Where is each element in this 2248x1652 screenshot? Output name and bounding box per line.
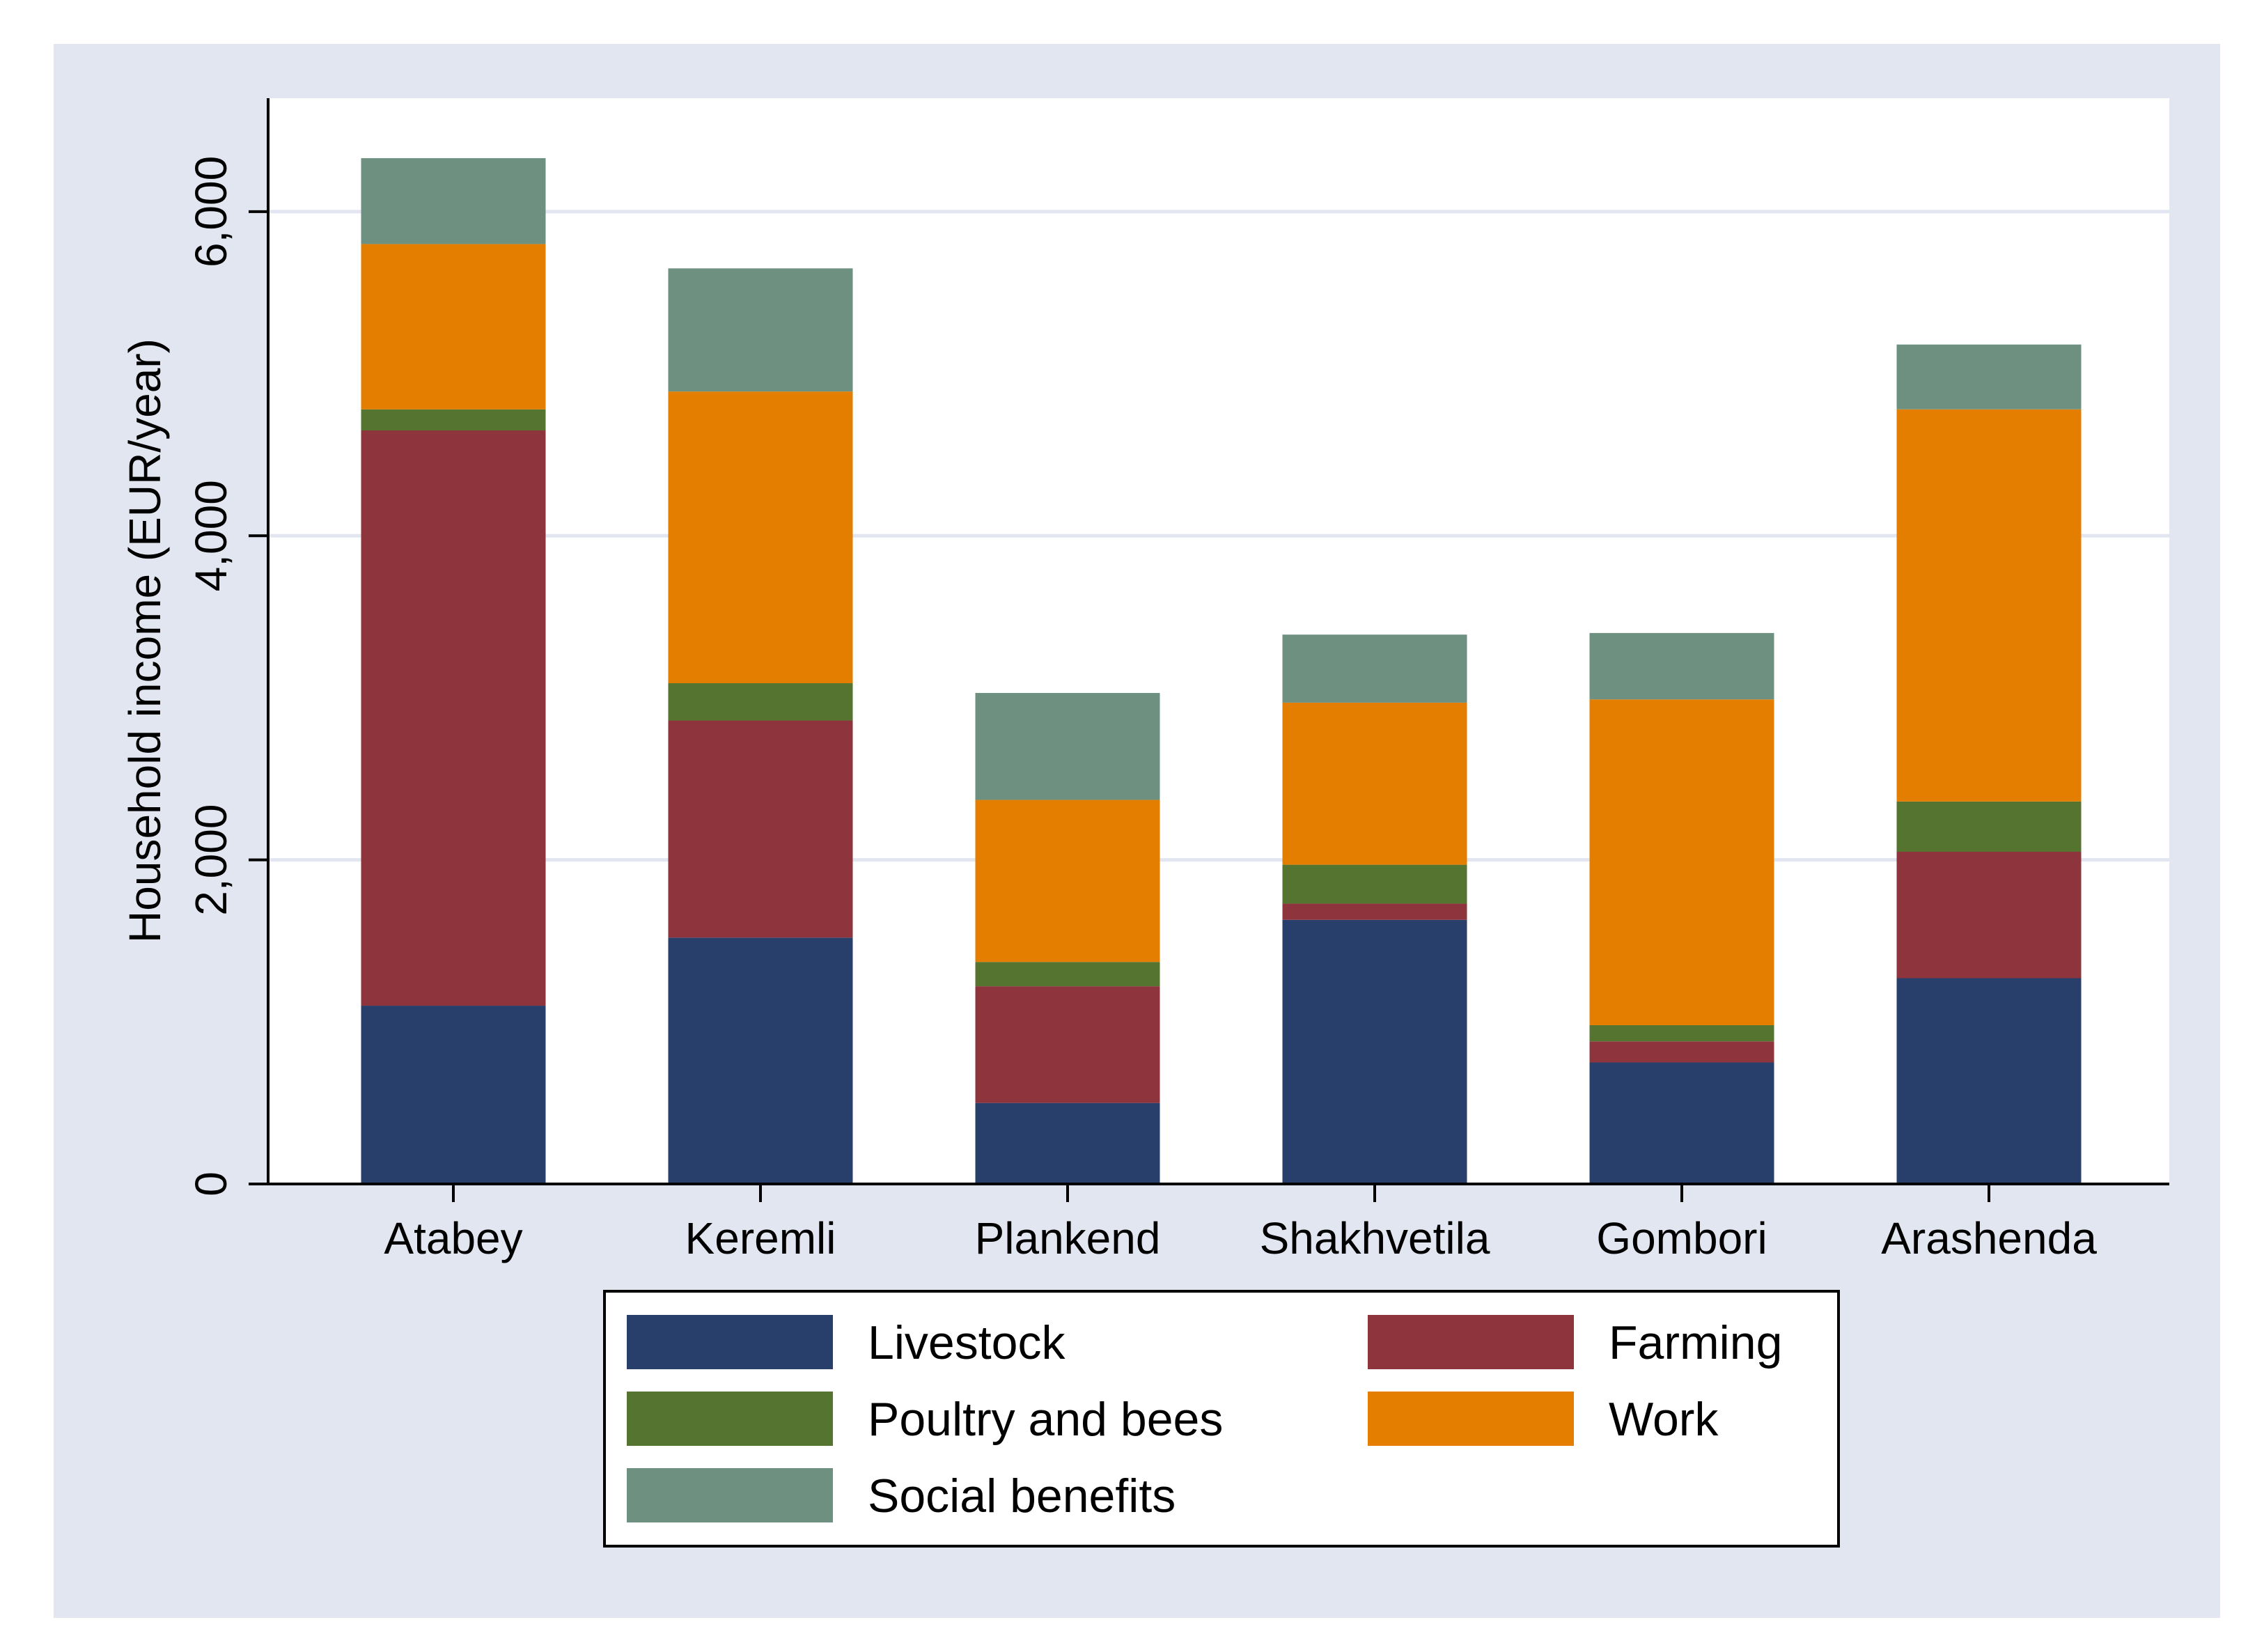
- legend-swatch: [627, 1315, 833, 1369]
- y-axis-title: Household income (EUR/year): [120, 338, 170, 943]
- bar-segment: [361, 1006, 546, 1184]
- legend-swatch: [1368, 1392, 1574, 1446]
- bar-segment: [1589, 1041, 1774, 1063]
- y-ticks: 0 2,000 4,000 6,000: [186, 156, 268, 1197]
- x-tick-label: Atabey: [384, 1213, 522, 1263]
- bar-segment: [668, 391, 853, 683]
- bar-segment: [1282, 634, 1467, 703]
- bar-segment: [1282, 903, 1467, 920]
- legend-swatch: [1368, 1315, 1574, 1369]
- bar-segment: [975, 986, 1160, 1103]
- bar-segment: [668, 937, 853, 1184]
- bar-segment: [1282, 864, 1467, 904]
- bar-segment: [361, 430, 546, 1006]
- legend-swatch: [627, 1468, 833, 1522]
- legend-label: Poultry and bees: [868, 1393, 1223, 1446]
- bar-segment: [975, 800, 1160, 963]
- y-tick-label: 6,000: [186, 156, 236, 267]
- bar-segment: [1589, 632, 1774, 700]
- bar-segment: [975, 1102, 1160, 1184]
- legend-label: Farming: [1609, 1316, 1782, 1369]
- plot-area: [268, 98, 2169, 1184]
- bar-segment: [361, 409, 546, 431]
- bar-segment: [361, 244, 546, 410]
- legend-label: Livestock: [868, 1316, 1066, 1369]
- axes: [267, 98, 2169, 1185]
- legend-label: Work: [1609, 1393, 1719, 1446]
- bar-segment: [1896, 978, 2082, 1184]
- x-tick-label: Plankend: [975, 1213, 1161, 1263]
- x-tick-label: Shakhvetila: [1260, 1213, 1490, 1263]
- bar-segment: [1589, 1062, 1774, 1184]
- bar-segment: [1896, 409, 2082, 802]
- x-tick-label: Arashenda: [1881, 1213, 2097, 1263]
- legend-swatch: [627, 1392, 833, 1446]
- x-tick-label: Gombori: [1596, 1213, 1767, 1263]
- x-tick-label: Keremli: [685, 1213, 836, 1263]
- bars: [361, 158, 2082, 1184]
- x-tick-labels: Atabey Keremli Plankend Shakhvetila Gombori A…: [384, 1184, 2097, 1263]
- bar-segment: [361, 158, 546, 244]
- bar-segment: [975, 962, 1160, 987]
- bar-segment: [1282, 919, 1467, 1184]
- bar-segment: [1896, 851, 2082, 979]
- y-tick-label: 2,000: [186, 804, 236, 916]
- legend-label: Social benefits: [868, 1470, 1176, 1522]
- bar-segment: [1896, 344, 2082, 410]
- bar-segment: [1282, 702, 1467, 865]
- bar-segment: [668, 720, 853, 938]
- bar-segment: [1896, 801, 2082, 852]
- legend: Livestock Farming Poultry and bees Work Soci…: [603, 1290, 1840, 1548]
- bar-segment: [1589, 1024, 1774, 1042]
- bar-segment: [668, 268, 853, 392]
- bar-segment: [668, 683, 853, 721]
- bar-segment: [975, 692, 1160, 800]
- y-tick-label: 0: [186, 1171, 236, 1197]
- gridlines: [268, 210, 2169, 862]
- bar-segment: [1589, 699, 1774, 1025]
- y-tick-label: 4,000: [186, 480, 236, 591]
